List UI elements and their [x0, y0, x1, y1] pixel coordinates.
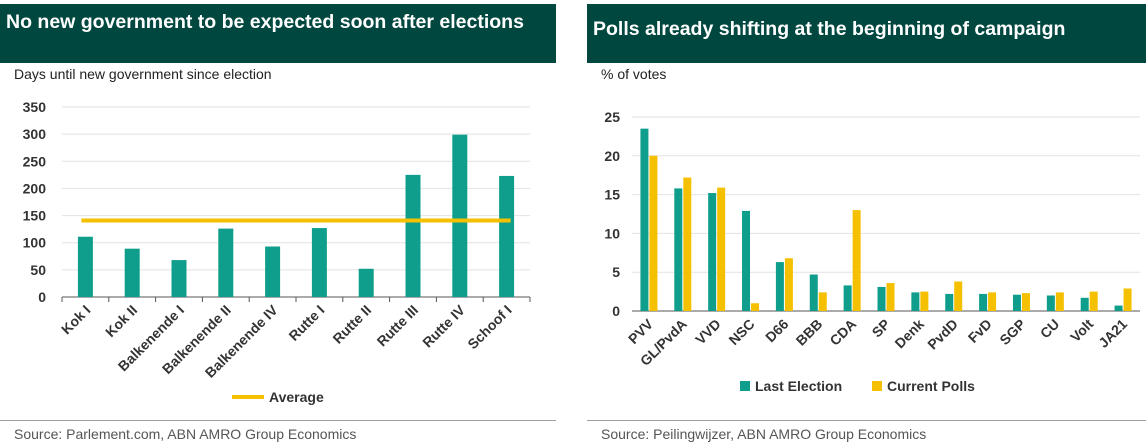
y-tick-label: 250: [23, 153, 47, 169]
bar-rutte-ii: [358, 268, 374, 297]
right-chart-subtitle: % of votes: [601, 66, 667, 82]
bar-balkenende-ii: [218, 228, 234, 297]
x-tick-label: Kok II: [102, 302, 140, 340]
bar-cda-last-election: [843, 285, 852, 311]
bar-balkenende-i: [171, 260, 187, 297]
bar-d66-current-polls: [784, 258, 793, 311]
bar-fvd-last-election: [979, 293, 988, 311]
x-tick-label: Volt: [1067, 316, 1097, 346]
right-divider: [587, 420, 1146, 421]
bar-sgp-current-polls: [1021, 293, 1030, 311]
left-panel: No new government to be expected soon af…: [0, 0, 556, 447]
bar-denk-current-polls: [920, 291, 929, 311]
bar-gl-pvda-last-election: [674, 188, 683, 311]
y-tick-label: 15: [604, 187, 620, 203]
legend-average-label: Average: [269, 389, 324, 405]
right-panel: Polls already shifting at the beginning …: [587, 0, 1146, 447]
y-tick-label: 20: [604, 148, 620, 164]
y-tick-label: 150: [23, 208, 47, 224]
bar-bbb-current-polls: [818, 292, 827, 311]
y-tick-label: 50: [30, 262, 46, 278]
bar-sp-current-polls: [886, 283, 895, 311]
x-tick-label: Rutte IV: [419, 301, 468, 350]
bar-volt-current-polls: [1089, 291, 1098, 311]
bar-ja21-last-election: [1114, 305, 1123, 311]
x-tick-label: D66: [762, 316, 792, 346]
bar-sgp-last-election: [1012, 294, 1021, 311]
x-tick-label: JA21: [1095, 316, 1130, 351]
x-tick-label: NSC: [725, 316, 757, 348]
left-chart-title: No new government to be expected soon af…: [0, 4, 556, 63]
bar-bbb-last-election: [809, 274, 818, 311]
bar-balkenende-iv: [265, 246, 281, 297]
x-tick-label: Rutte I: [285, 302, 327, 344]
bar-cu-current-polls: [1055, 292, 1064, 311]
legend-swatch-last-election: [740, 381, 750, 391]
bar-schoof-i: [499, 175, 515, 297]
y-tick-label: 350: [23, 99, 47, 115]
bar-kok-i: [77, 236, 93, 297]
right-chart-title: Polls already shifting at the beginning …: [587, 4, 1146, 63]
bar-d66-last-election: [775, 262, 784, 311]
bar-vvd-current-polls: [717, 187, 726, 311]
y-tick-label: 25: [604, 109, 620, 125]
y-tick-label: 100: [23, 235, 47, 251]
bar-pvdd-current-polls: [954, 281, 963, 311]
x-tick-label: Kok I: [58, 302, 94, 338]
x-tick-label: BBB: [793, 316, 826, 349]
bar-nsc-last-election: [742, 210, 751, 311]
x-tick-label: Rutte III: [374, 302, 422, 350]
y-tick-label: 10: [604, 225, 620, 241]
bar-gl-pvda-current-polls: [683, 177, 692, 311]
x-tick-label: Denk: [891, 316, 927, 352]
bar-volt-last-election: [1080, 297, 1089, 311]
x-tick-label: SGP: [996, 316, 1028, 348]
x-tick-label: CU: [1037, 316, 1063, 342]
left-divider: [0, 420, 556, 421]
bar-rutte-iv: [452, 134, 468, 297]
legend-label-current-polls: Current Polls: [887, 378, 975, 394]
bar-denk-last-election: [911, 292, 920, 311]
bar-rutte-iii: [405, 174, 421, 297]
x-tick-label: Schoof I: [464, 302, 514, 352]
bar-fvd-current-polls: [988, 292, 997, 311]
y-tick-label: 200: [23, 180, 47, 196]
x-tick-label: VVD: [692, 316, 724, 348]
left-chart-subtitle: Days until new government since election: [14, 66, 272, 82]
y-tick-label: 0: [38, 289, 46, 305]
bar-nsc-current-polls: [751, 303, 760, 311]
bar-pvv-last-election: [640, 128, 649, 311]
left-source: Source: Parlement.com, ABN AMRO Group Ec…: [14, 426, 357, 442]
bar-kok-ii: [124, 248, 140, 297]
bar-cu-last-election: [1046, 295, 1055, 311]
x-tick-label: CDA: [826, 316, 859, 349]
right-source: Source: Peilingwijzer, ABN AMRO Group Ec…: [601, 426, 927, 442]
y-tick-label: 5: [612, 264, 620, 280]
bar-sp-last-election: [877, 286, 886, 311]
x-tick-label: FvD: [965, 316, 995, 346]
legend-swatch-current-polls: [872, 381, 882, 391]
bar-pvdd-last-election: [945, 293, 954, 311]
bar-vvd-last-election: [708, 193, 717, 311]
bar-pvv-current-polls: [649, 155, 658, 311]
y-tick-label: 0: [612, 303, 620, 319]
x-tick-label: SP: [869, 316, 894, 341]
x-tick-label: PvdD: [924, 316, 961, 353]
bar-ja21-current-polls: [1123, 288, 1132, 311]
bar-rutte-i: [311, 228, 327, 297]
x-tick-label: Rutte II: [329, 302, 374, 347]
bar-cda-current-polls: [852, 210, 861, 311]
y-tick-label: 300: [23, 126, 47, 142]
legend-label-last-election: Last Election: [755, 378, 842, 394]
